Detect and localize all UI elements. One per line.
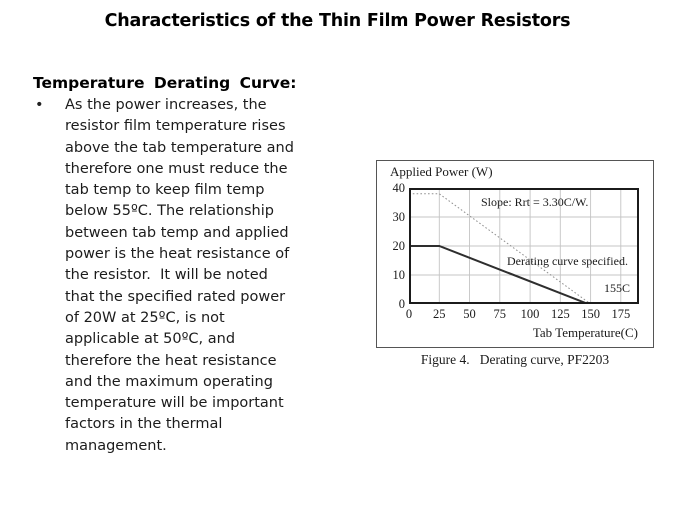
bullet-text-line: tab temp to keep film temp — [65, 182, 265, 199]
x-tick-label: 50 — [463, 307, 476, 321]
text-column: Temperature Derating Curve: • As the pow… — [33, 74, 345, 457]
bullet-text-line: that the specified rated power — [65, 288, 286, 305]
section-heading: Temperature Derating Curve: — [33, 74, 297, 92]
bullet-text-line: therefore one must reduce the — [65, 160, 288, 177]
bullet-text: As the power increases, the resistor film… — [65, 95, 345, 457]
x-tick-label: 125 — [550, 307, 570, 321]
x-axis-title: Tab Temperature(C) — [532, 325, 638, 340]
bullet-text-line: applicable at 50ºC, and — [65, 331, 236, 348]
bullet-text-line: below 55ºC. The relationship — [65, 203, 274, 220]
bullet-text-line: of 20W at 25ºC, is not — [65, 309, 225, 326]
x-tick-label: 25 — [433, 307, 446, 321]
slide-title: Characteristics of the Thin Film Power R… — [104, 11, 571, 31]
y-axis-title: Applied Power (W) — [390, 164, 493, 179]
x-tick-label: 175 — [611, 307, 631, 321]
bullet-text-line: resistor film temperature rises — [65, 118, 286, 135]
x-tick-label: 0 — [405, 307, 413, 321]
y-tick-label: 0 — [398, 297, 405, 311]
bullet-text-line: between tab temp and applied — [65, 224, 289, 241]
derating-chart-figure: Applied Power (W) 40 30 20 10 0 0 25 50 75 100 12… — [376, 160, 654, 348]
bullet-text-line: As the power increases, the — [65, 97, 267, 113]
bullet-text-line: factors in the thermal — [65, 416, 223, 433]
derating-plot — [409, 188, 639, 304]
figure-caption: Figure 4. Derating curve, PF2203 — [420, 352, 610, 367]
bullet-item: • As the power increases, the resistor fi… — [33, 95, 345, 457]
bullet-text-line: above the tab temperature and — [65, 139, 294, 156]
bullet-text-line: temperature will be important — [65, 395, 284, 412]
bullet-marker: • — [35, 97, 44, 113]
bullet-text-line: power is the heat resistance of — [65, 246, 290, 263]
derating-curve-annotation: Derating curve specified. — [507, 254, 628, 268]
bullet-text-line: management. — [65, 437, 167, 454]
bullet-text-line: and the maximum operating — [65, 373, 273, 390]
max-temp-annotation: 155C — [604, 281, 631, 295]
bullet-text-line: therefore the heat resistance — [65, 352, 277, 369]
x-tick-label: 150 — [581, 307, 600, 321]
bullet-text-line: the resistor. It will be noted — [65, 267, 268, 284]
y-tick-label: 30 — [392, 210, 406, 224]
slope-annotation: Slope: Rrt = 3.30C/W. — [481, 195, 589, 209]
y-tick-label: 20 — [392, 239, 406, 253]
y-tick-label: 10 — [392, 268, 406, 282]
x-tick-label: 100 — [520, 307, 540, 321]
x-tick-label: 75 — [493, 307, 507, 321]
y-tick-label: 40 — [392, 181, 406, 195]
